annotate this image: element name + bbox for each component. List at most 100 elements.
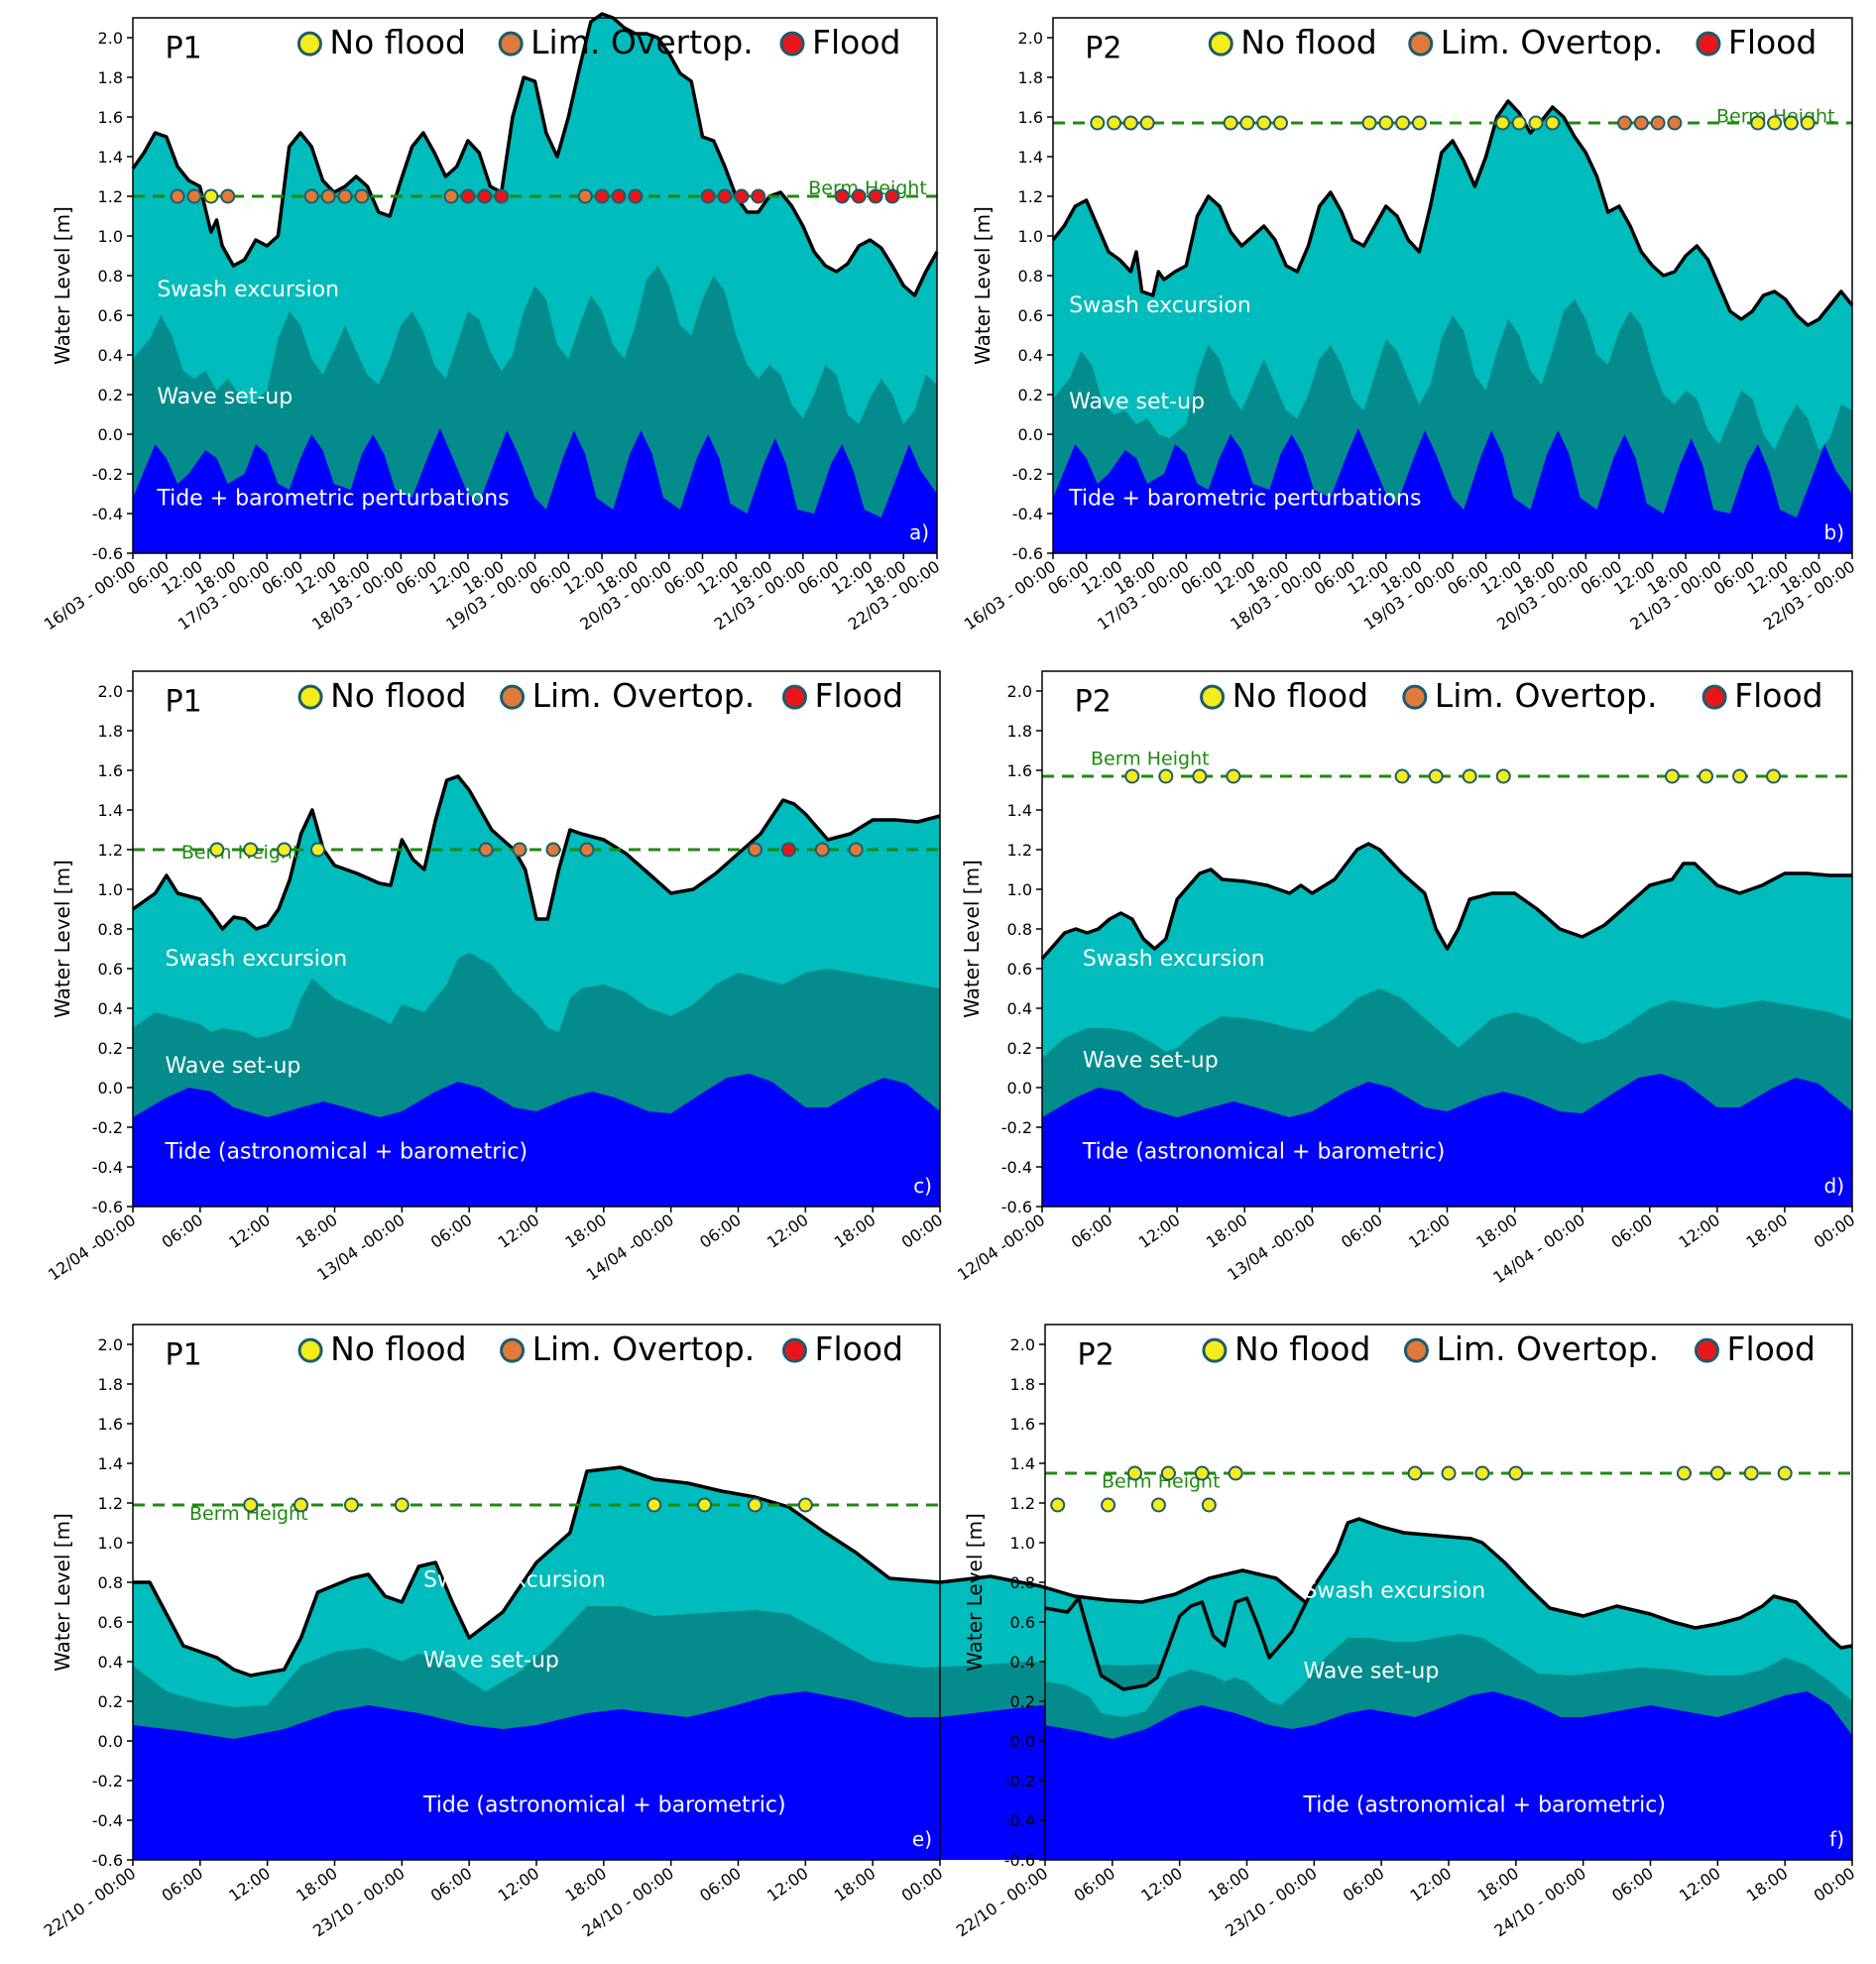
flood-marker (1743, 1465, 1759, 1481)
x-tick-label: 12:00 (1675, 1211, 1723, 1252)
total-water-level-line (1051, 99, 1854, 327)
band-label: Swash excursion (1083, 947, 1265, 972)
flood-marker (1050, 1497, 1066, 1513)
legend-marker (1696, 31, 1721, 57)
tide-area (1045, 1691, 1852, 1860)
tide-area (133, 1074, 940, 1207)
x-tick-label: 00:00 (898, 1864, 947, 1906)
y-tick-label: 1.2 (1010, 1494, 1035, 1513)
y-tick-label: 1.8 (1018, 68, 1043, 87)
legend-marker (781, 684, 807, 710)
y-tick-label: -0.6 (92, 1198, 123, 1216)
x-tick-label: 06:00 (1608, 1864, 1657, 1906)
x-tick-label: 06:00 (427, 1864, 476, 1906)
flood-marker (1633, 115, 1649, 131)
legend-label: Flood (814, 1329, 902, 1368)
chart-panel-e: Berm Height Swash excursion Wave set-up Tid… (41, 1324, 1346, 1940)
band-label: Wave set-up (423, 1649, 559, 1674)
y-tick-label: 0.0 (98, 1732, 123, 1751)
x-tick-label: 18:00 (561, 1864, 610, 1906)
y-axis-label: Water Level [m] (971, 206, 995, 365)
legend-label: Flood (1726, 1329, 1815, 1368)
berm-height-label: Berm Height (189, 1503, 308, 1525)
flood-marker (186, 188, 202, 204)
flood-marker (1767, 115, 1783, 131)
chart-panel-a: Berm Height Swash excursion Wave set-up Tid… (41, 12, 943, 634)
flood-marker (868, 188, 883, 204)
y-tick-label: 0.0 (1010, 1732, 1035, 1751)
panel-label: P1 (166, 685, 202, 720)
flood-marker (1511, 115, 1527, 131)
flood-marker (1394, 768, 1410, 784)
y-tick-label: -0.2 (1001, 1118, 1032, 1137)
flood-marker (1160, 1465, 1176, 1481)
band-label: Swash excursion (157, 278, 339, 302)
flood-marker (1090, 115, 1106, 131)
berm-height-label: Berm Height (1091, 749, 1210, 770)
flood-marker (1223, 115, 1238, 131)
flood-marker (594, 188, 610, 204)
flood-marker (1126, 1465, 1142, 1481)
y-tick-label: -0.4 (92, 1811, 123, 1830)
chart-panel-d: Berm Height Swash excursion Wave set-up Tid… (954, 670, 1858, 1287)
x-tick-label: 12:00 (1135, 1211, 1184, 1252)
legend-marker (296, 31, 322, 57)
y-tick-label: 1.4 (98, 148, 123, 167)
y-tick-label: 1.6 (1018, 108, 1043, 127)
flood-marker (1192, 768, 1208, 784)
y-axis-label: Water Level [m] (51, 860, 74, 1018)
flood-marker (1122, 115, 1138, 131)
x-tick-label: 18:00 (561, 1211, 610, 1252)
flood-marker (1617, 115, 1633, 131)
y-tick-label: 0.8 (98, 267, 123, 286)
band-label: Tide (astronomical + barometric) (1082, 1139, 1446, 1164)
flood-marker (1750, 115, 1766, 131)
band-label: Tide + barometric perturbations (156, 486, 509, 511)
y-tick-label: 2.0 (98, 1335, 123, 1354)
flood-marker (628, 188, 644, 204)
flood-marker (1494, 115, 1510, 131)
y-axis-label: Water Level [m] (51, 1513, 74, 1672)
y-tick-label: 0.0 (98, 425, 123, 444)
legend-marker (1701, 684, 1727, 710)
flood-marker (209, 842, 225, 858)
y-tick-label: -0.6 (1012, 544, 1043, 563)
flood-marker (1272, 115, 1288, 131)
legend-marker (1408, 31, 1434, 57)
flood-marker (512, 842, 528, 858)
band-label: Tide + barometric perturbations (1068, 486, 1421, 511)
x-tick-label: 00:00 (1811, 1864, 1859, 1906)
band-label: Tide (astronomical + barometric) (422, 1792, 786, 1817)
panel-label: P1 (165, 32, 201, 66)
flood-marker (1441, 1465, 1457, 1481)
band-label: Swash excursion (1303, 1578, 1485, 1603)
y-tick-label: 1.6 (98, 1415, 123, 1434)
y-tick-label: 1.8 (1010, 1375, 1035, 1394)
x-tick-label: 18:00 (293, 1211, 341, 1252)
flood-marker (646, 1497, 662, 1513)
x-tick-label: 12/04 -00:00 (954, 1211, 1048, 1285)
x-tick-label: 12:00 (225, 1864, 274, 1906)
flood-marker (1766, 768, 1782, 784)
total-water-level-line (1044, 1517, 1853, 1691)
x-tick-label: 22/10 - 00:00 (953, 1864, 1052, 1941)
flood-marker (545, 842, 561, 858)
flood-marker (1150, 1497, 1166, 1513)
total-water-level-line (131, 12, 939, 297)
legend-marker (1402, 684, 1428, 710)
x-tick-label: 12:00 (1405, 1211, 1454, 1252)
subplot-letter: a) (909, 520, 929, 544)
y-tick-label: 0.2 (1018, 386, 1043, 404)
flood-marker (747, 842, 762, 858)
y-tick-label: 0.0 (1018, 425, 1043, 444)
flood-marker (343, 1497, 359, 1513)
legend-marker (1403, 1337, 1429, 1363)
y-tick-label: 0.2 (98, 1039, 123, 1058)
x-tick-label: 18:00 (1473, 1864, 1522, 1906)
y-tick-label: 2.0 (1007, 682, 1032, 701)
flood-marker (1474, 1465, 1490, 1481)
y-tick-label: 2.0 (1010, 1335, 1035, 1354)
y-axis-label: Water Level [m] (960, 860, 984, 1018)
